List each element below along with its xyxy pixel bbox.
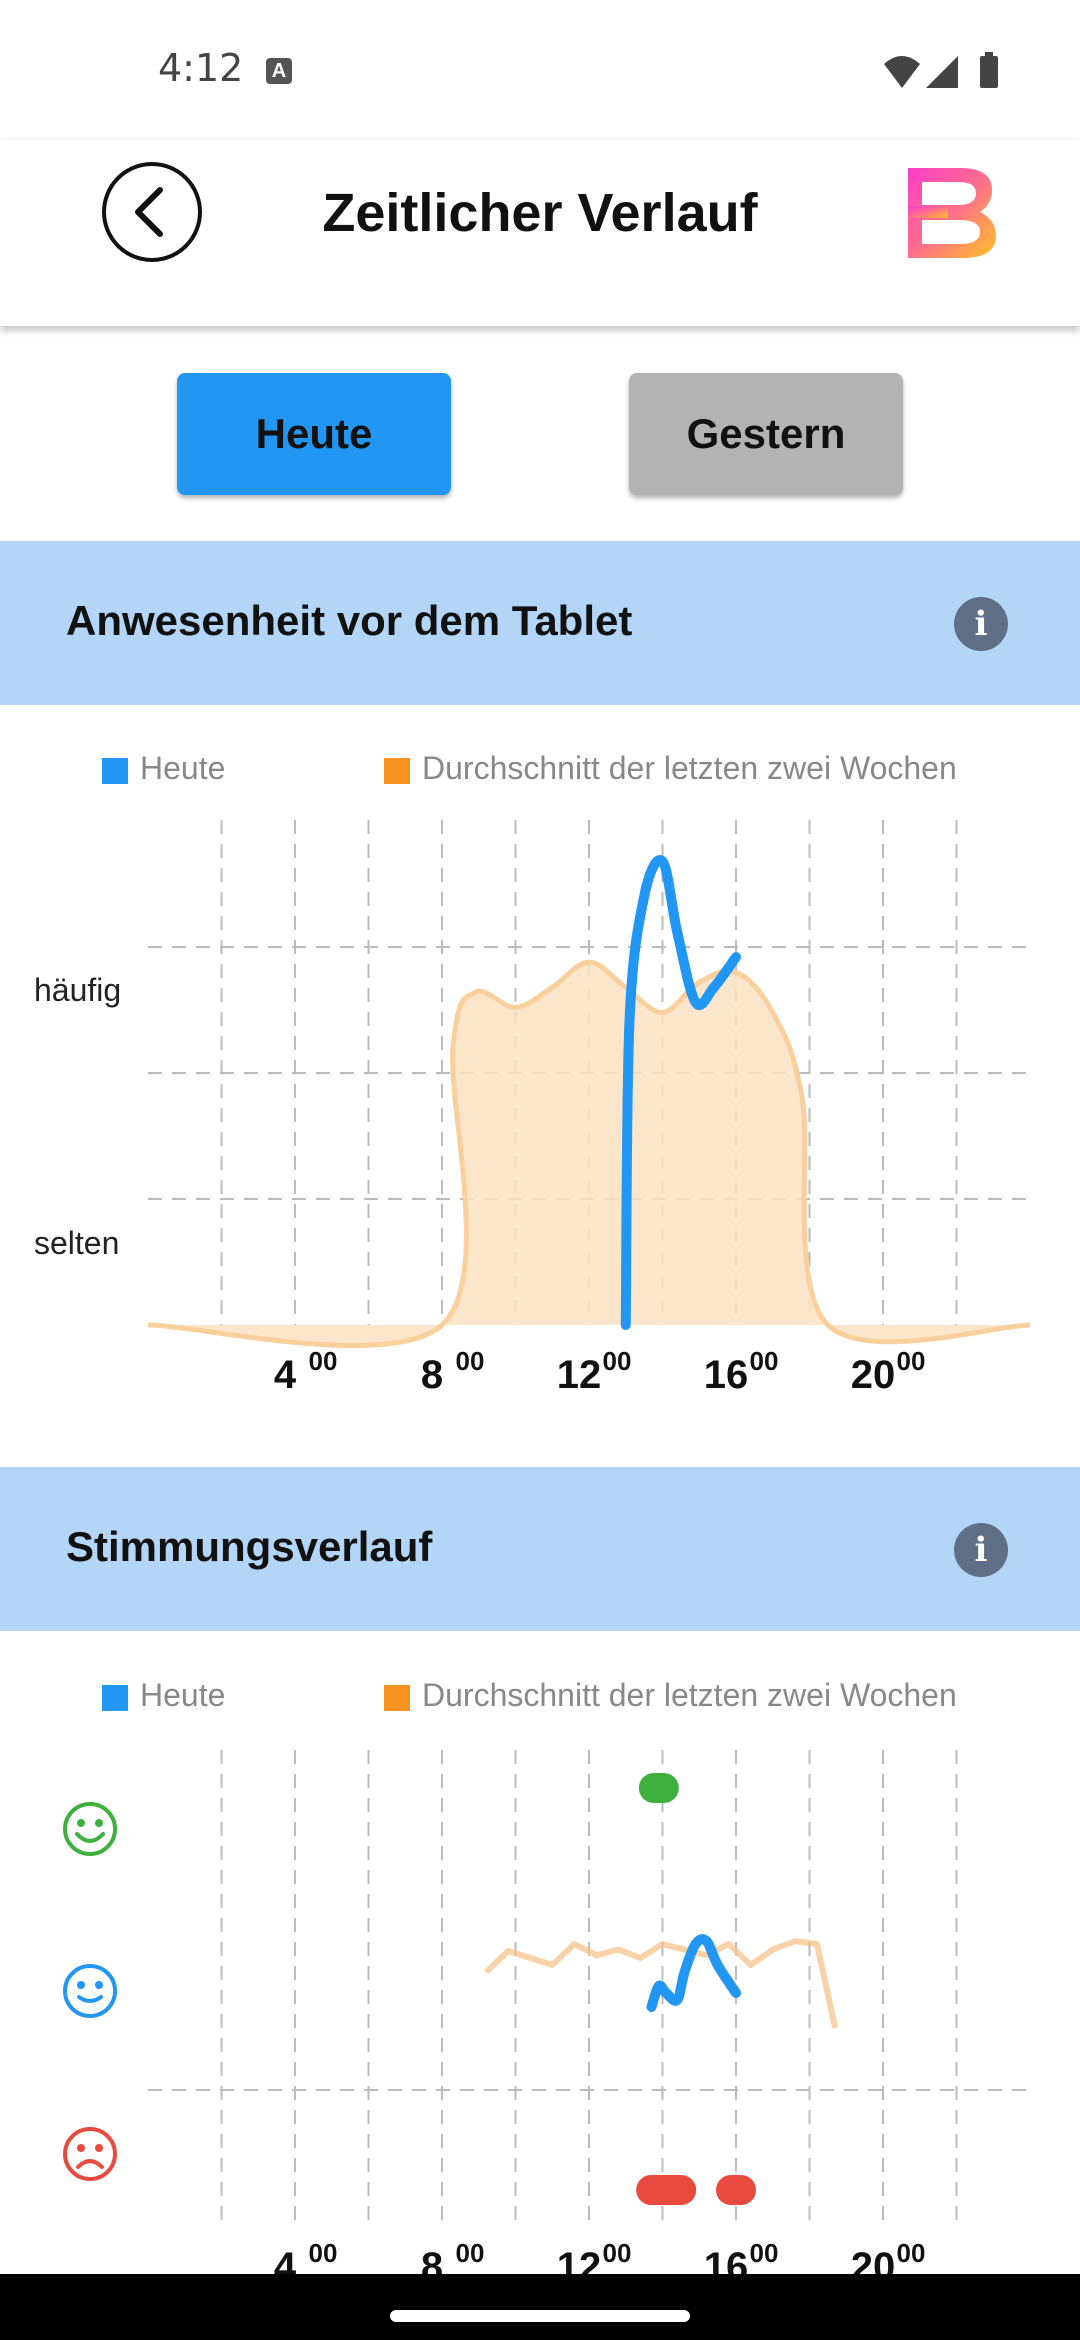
average-line <box>147 959 1031 1349</box>
legend-average-swatch <box>384 1684 410 1711</box>
legend-today: Heute <box>102 1677 225 1714</box>
status-time: 4:12 <box>158 46 244 90</box>
chevron-left-icon <box>135 187 163 237</box>
average-line <box>484 1938 839 2029</box>
x-tick-minutes: 00 <box>309 2238 338 2268</box>
legend-today-label: Heute <box>140 1677 226 1713</box>
legend-average: Durchschnitt der letzten zwei Wochen <box>384 1677 957 1714</box>
today-line <box>646 1934 741 2012</box>
x-tick-minutes: 00 <box>897 1346 926 1376</box>
mood-title: Stimmungsverlauf <box>66 1523 433 1570</box>
x-tick-hour: 8 <box>421 2245 443 2280</box>
x-tick-hour: 12 <box>557 1353 602 1397</box>
x-tick-minutes: 00 <box>603 1346 632 1376</box>
x-tick-hour: 16 <box>704 1353 749 1397</box>
x-tick-minutes: 00 <box>456 2238 485 2268</box>
presence-title: Anwesenheit vor dem Tablet <box>66 597 633 644</box>
x-tick-minutes: 00 <box>603 2238 632 2268</box>
x-tick-hour: 20 <box>851 1353 896 1397</box>
y-label-low: selten <box>34 1225 120 1261</box>
legend-average-swatch <box>384 757 410 784</box>
today-button[interactable]: Heute <box>177 373 451 495</box>
legend-today-swatch <box>102 757 128 784</box>
x-tick-label: 8 00 <box>421 2238 485 2280</box>
mood-chart: 4 00 8 00 12 00 16 00 20 00 <box>148 1750 1030 2280</box>
app-logo <box>908 168 996 258</box>
info-icon[interactable]: i <box>954 597 1008 651</box>
yesterday-button[interactable]: Gestern <box>629 373 903 495</box>
home-handle[interactable] <box>390 2310 690 2322</box>
page-title: Zeitlicher Verlauf <box>322 183 758 243</box>
legend-today-swatch <box>102 1684 128 1711</box>
x-tick-label: 16 00 <box>704 1346 779 1397</box>
x-tick-minutes: 00 <box>897 2238 926 2268</box>
sad-face-icon <box>63 2127 117 2181</box>
happy-face-icon <box>63 1802 117 1856</box>
mood-marker-sad <box>636 2175 697 2205</box>
x-tick-label: 4 00 <box>274 1346 338 1397</box>
mood-marker-sad <box>716 2175 756 2205</box>
app-bar: Zeitlicher Verlauf <box>0 140 1080 326</box>
status-bar: 4:12 A <box>0 0 1080 140</box>
signal-icon <box>926 56 958 88</box>
today-line <box>620 855 741 1330</box>
navigation-bar <box>0 2274 1080 2340</box>
mood-marker-happy <box>638 1773 679 1803</box>
legend-average-label: Durchschnitt der letzten zwei Wochen <box>422 750 957 786</box>
legend-average: Durchschnitt der letzten zwei Wochen <box>384 750 957 787</box>
x-tick-minutes: 00 <box>456 1346 485 1376</box>
legend-today-label: Heute <box>140 750 226 786</box>
mood-section-header: Stimmungsverlauf i <box>0 1467 1080 1631</box>
presence-section-header: Anwesenheit vor dem Tablet i <box>0 541 1080 705</box>
y-label-high: häufig <box>34 972 122 1008</box>
neutral-face-icon <box>63 1964 117 2018</box>
x-tick-hour: 8 <box>421 1353 443 1397</box>
notification-icon: A <box>266 58 292 84</box>
x-tick-hour: 4 <box>274 2245 297 2280</box>
x-tick-label: 20 00 <box>851 1346 926 1397</box>
x-tick-hour: 4 <box>274 1353 297 1397</box>
x-tick-label: 12 00 <box>557 1346 632 1397</box>
legend-average-label: Durchschnitt der letzten zwei Wochen <box>422 1677 957 1713</box>
average-area <box>148 962 1030 1346</box>
x-tick-minutes: 00 <box>309 1346 338 1376</box>
battery-icon <box>980 56 998 88</box>
status-icons <box>884 52 998 88</box>
x-tick-minutes: 00 <box>750 1346 779 1376</box>
back-button[interactable] <box>102 162 202 262</box>
x-tick-minutes: 00 <box>750 2238 779 2268</box>
presence-chart: 4 00 8 00 12 00 16 00 20 00 <box>143 820 1031 1397</box>
x-tick-label: 4 00 <box>274 2238 338 2280</box>
wifi-icon <box>884 56 920 88</box>
info-icon[interactable]: i <box>954 1523 1008 1577</box>
x-tick-label: 8 00 <box>421 1346 485 1397</box>
legend-today: Heute <box>102 750 225 787</box>
